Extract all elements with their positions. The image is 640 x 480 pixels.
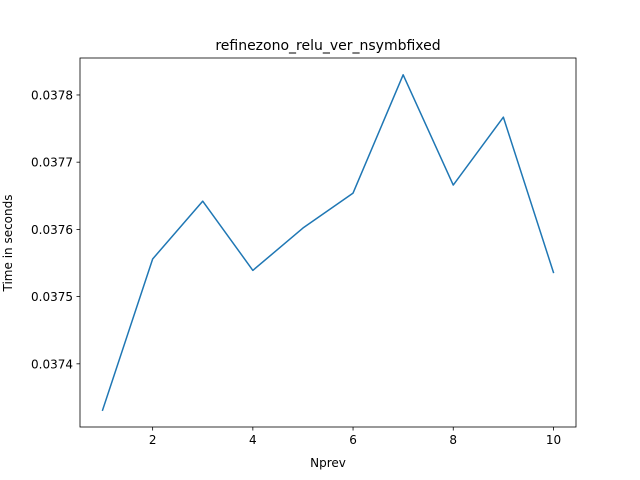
y-tick-label: 0.0374 — [31, 357, 73, 371]
series-line-0 — [101, 74, 555, 412]
y-tick-label: 0.0378 — [31, 88, 73, 102]
x-tick-label: 8 — [449, 433, 457, 447]
y-tick-label: 0.0376 — [31, 223, 73, 237]
x-tick-label: 4 — [249, 433, 257, 447]
y-tick-label: 0.0377 — [31, 156, 73, 170]
x-axis-label: Nprev — [310, 456, 346, 470]
x-tick-label: 6 — [349, 433, 357, 447]
y-tick-label: 0.0375 — [31, 290, 73, 304]
y-axis-label: Time in seconds — [1, 195, 15, 293]
plot-frame — [79, 57, 577, 428]
chart-title: refinezono_relu_ver_nsymbfixed — [215, 38, 440, 54]
x-tick-label: 2 — [149, 433, 157, 447]
x-tick-label: 10 — [546, 433, 561, 447]
